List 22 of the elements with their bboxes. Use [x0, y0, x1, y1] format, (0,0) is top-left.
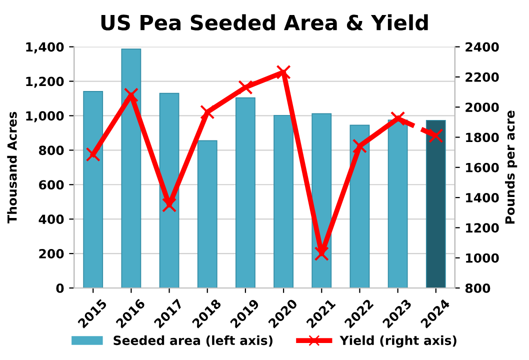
y-tick-label: 200: [39, 249, 64, 258]
y2-tick-label: 1800: [466, 132, 499, 142]
y-tick-label: 1,000: [26, 111, 64, 122]
y-axis-title: Thousand Acres: [7, 112, 17, 224]
y2-axis-title: Pounds per acre: [505, 110, 518, 224]
y-tick-label: 400: [38, 214, 64, 224]
y2-tick-label: 1200: [466, 223, 499, 233]
y-tick-label: 600: [39, 180, 64, 190]
y2-tick-label: 1600: [466, 162, 499, 172]
y2-tick-label: 2400: [466, 42, 499, 52]
y2-tick-label: 800: [465, 283, 490, 293]
y-tick-label: 0: [56, 283, 64, 293]
y-tick-label: 1,200: [26, 76, 64, 88]
chart-title: US Pea Seeded Area & Yield: [101, 14, 428, 30]
y2-tick-label: 2200: [466, 72, 499, 82]
y-tick-label: 1,400: [26, 42, 64, 54]
legend-label: Yield (right axis): [340, 335, 456, 348]
y2-tick-label: 1000: [466, 253, 499, 263]
legend-label: Seeded area (left axis): [114, 335, 272, 347]
y2-tick-label: 2000: [466, 102, 499, 112]
y-tick-label: 800: [39, 146, 64, 156]
y2-tick-label: 1400: [466, 193, 499, 202]
